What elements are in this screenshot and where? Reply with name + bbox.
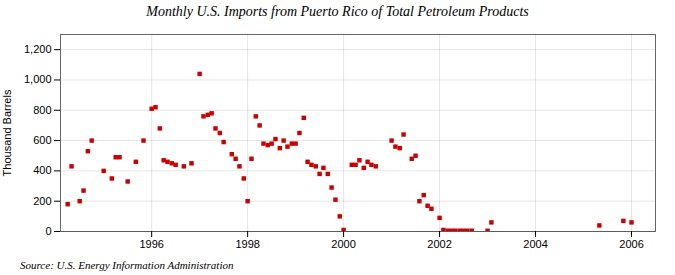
- html-text:Monthly U.S. Imports from Puer: Monthly U.S. Imports from Puerto Rico of…: [146, 4, 529, 19]
- svg-text:400: 400: [33, 164, 51, 176]
- svg-text:0: 0: [45, 225, 51, 237]
- html-text:Source: U.S. Energy Informatio: Source: U.S. Energy Information Administ…: [20, 259, 234, 271]
- svg-text:800: 800: [33, 104, 51, 116]
- svg-text:2000: 2000: [331, 238, 355, 250]
- svg-text:1998: 1998: [235, 238, 259, 250]
- svg-text:1996: 1996: [139, 238, 163, 250]
- svg-text:1,000: 1,000: [24, 73, 52, 85]
- svg-text:1,200: 1,200: [24, 43, 52, 55]
- svg-text:2004: 2004: [523, 238, 547, 250]
- svg-text:2006: 2006: [619, 238, 643, 250]
- svg-text:Thousand Barrels: Thousand Barrels: [1, 89, 13, 176]
- svg-text:200: 200: [33, 195, 51, 207]
- svg-text:2002: 2002: [427, 238, 451, 250]
- svg-text:600: 600: [33, 134, 51, 146]
